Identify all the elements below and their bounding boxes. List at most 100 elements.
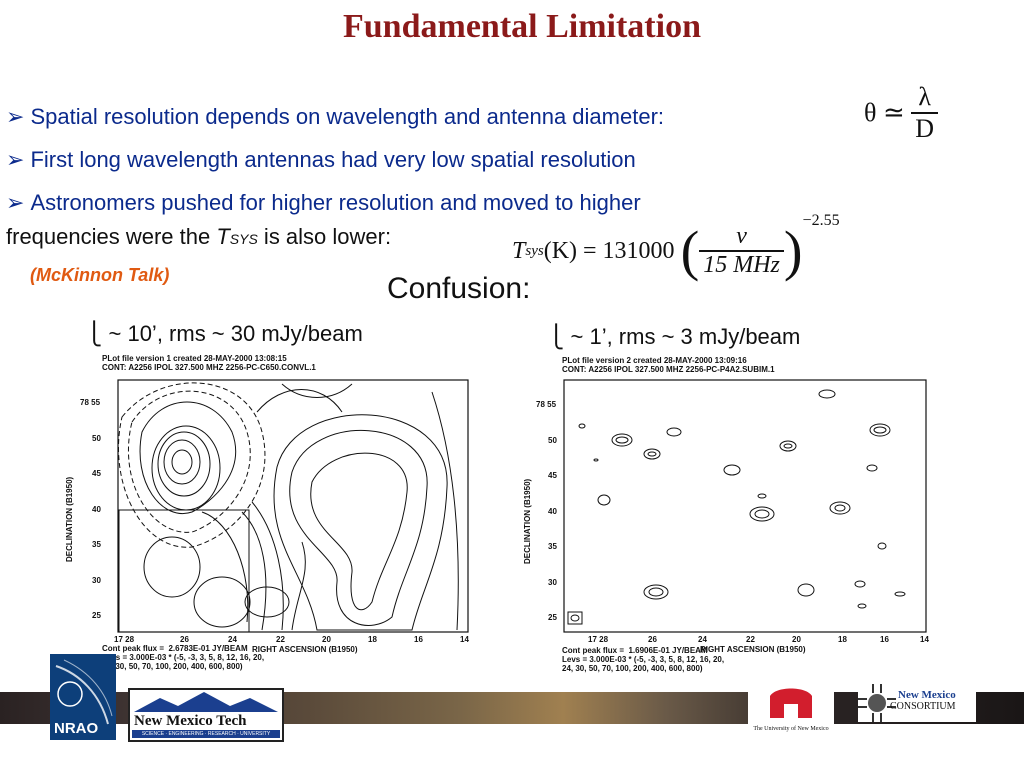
arrow-bullet-icon: ➢ <box>6 104 25 129</box>
resolution-formula: θ ≃ λ D <box>864 82 939 144</box>
x-tick: 14 <box>920 635 929 644</box>
y-tick: 25 <box>92 611 101 620</box>
y-axis-label: DECLINATION (B1950) <box>523 478 532 564</box>
x-ticks: 17 28 26 24 22 20 18 16 14 <box>114 635 469 644</box>
bracket-icon: ⎩ <box>548 325 565 350</box>
bracket-icon: ⎩ <box>86 322 103 347</box>
nmc-line1: New Mexico <box>898 689 956 701</box>
tsys-numerator: ν <box>699 223 784 253</box>
y-ticks: 78 55 50 45 40 35 30 25 <box>80 398 101 620</box>
radio-telescope-icon <box>55 659 113 725</box>
contour-plot-right: PLot file version 2 created 28-MAY-2000 … <box>522 354 942 684</box>
contour-lines <box>118 382 459 631</box>
slide-title: Fundamental Limitation <box>343 8 701 45</box>
arrow-bullet-icon: ➢ <box>6 147 25 172</box>
formula-fraction: λ D <box>911 82 939 144</box>
bullet-higher-resolution-line2: frequencies were the TSYS is also lower: <box>6 224 391 250</box>
bullet-spatial-resolution: ➢ Spatial resolution depends on wavelengt… <box>6 104 664 130</box>
formula-denominator: D <box>915 114 935 143</box>
tsys-subscript: SYS <box>229 231 258 247</box>
formula-lhs: θ ≃ <box>864 98 905 127</box>
y-tick: 40 <box>92 505 101 514</box>
x-tick: 22 <box>276 635 285 644</box>
tsys-lhs: T <box>512 237 526 264</box>
tsys-lhs-arg: (K) = 131000 <box>543 237 675 264</box>
x-tick: 18 <box>368 635 377 644</box>
nmc-line2: CONSORTIUM <box>890 701 956 712</box>
bullet-text: First long wavelength antennas had very … <box>30 147 636 172</box>
y-tick: 50 <box>548 436 557 445</box>
y-axis-label: DECLINATION (B1950) <box>65 476 74 562</box>
contour-map-right: DECLINATION (B1950) 78 55 50 45 40 35 30… <box>523 379 929 654</box>
tsys-symbol: T <box>216 224 230 249</box>
paren-close-icon: ) <box>783 220 803 283</box>
formula-numerator: λ <box>911 82 939 114</box>
x-tick: 16 <box>880 635 889 644</box>
caption-right: ⎩ ~ 1’, rms ~ 3 mJy/beam <box>548 324 800 350</box>
y-tick: 78 55 <box>536 400 557 409</box>
x-tick: 17 28 <box>114 635 135 644</box>
y-tick: 30 <box>92 576 101 585</box>
caption-right-text: ~ 1’, rms ~ 3 mJy/beam <box>570 324 801 349</box>
contour-plot-left: PLot file version 1 created 28-MAY-2000 … <box>62 354 482 684</box>
x-tick: 14 <box>460 635 469 644</box>
y-tick: 30 <box>548 578 557 587</box>
plot-header-2: CONT: A2256 IPOL 327.500 MHZ 2256-PC-C65… <box>102 363 316 372</box>
x-ticks: 17 28 26 24 22 20 18 16 14 <box>588 635 929 644</box>
x-tick: 22 <box>746 635 755 644</box>
plot-header-1: PLot file version 1 created 28-MAY-2000 … <box>102 354 287 363</box>
x-tick: 16 <box>414 635 423 644</box>
tsys-formula: Tsys(K) = 131000 (ν 15 MHz)−2.55 <box>512 212 840 283</box>
bullet-text: Spatial resolution depends on wavelength… <box>30 104 665 129</box>
plot-header-2: CONT: A2256 IPOL 327.500 MHZ 2256-PC-P4A… <box>562 365 775 374</box>
tsys-denominator: 15 MHz <box>703 252 780 279</box>
x-tick: 20 <box>792 635 801 644</box>
mckinnon-talk-ref: (McKinnon Talk) <box>30 265 170 285</box>
tsys-fraction: ν 15 MHz <box>699 223 784 279</box>
y-tick: 78 55 <box>80 398 101 407</box>
nmt-tagline: SCIENCE · ENGINEERING · RESEARCH · UNIVE… <box>132 730 280 738</box>
y-tick: 25 <box>548 613 557 622</box>
caption-left: ⎩ ~ 10’, rms ~ 30 mJy/beam <box>86 321 363 347</box>
x-axis-label: RIGHT ASCENSION (B1950) <box>252 645 358 654</box>
bullet-text-line1: Astronomers pushed for higher resolution… <box>30 190 641 215</box>
x-tick: 17 28 <box>588 635 609 644</box>
unm-text: The University of New Mexico <box>753 726 829 732</box>
nmt-name: New Mexico Tech <box>134 713 247 729</box>
x-axis-label: RIGHT ASCENSION (B1950) <box>700 645 806 654</box>
bullet-text-line2-post: is also lower: <box>257 224 392 249</box>
y-tick: 50 <box>92 434 101 443</box>
point-sources <box>578 389 906 609</box>
y-ticks: 78 55 50 45 40 35 30 25 <box>536 400 557 622</box>
contour-map-left: DECLINATION (B1950) 78 55 50 45 40 35 30… <box>65 379 469 654</box>
nmt-logo: New Mexico Tech SCIENCE · ENGINEERING · … <box>128 688 284 742</box>
paren-open-icon: ( <box>680 220 700 283</box>
plot-footer: Cont peak flux = 1.6906E-01 JY/BEAM Levs… <box>562 646 725 673</box>
zia-sun-icon <box>858 684 896 722</box>
y-tick: 35 <box>548 542 557 551</box>
x-tick: 24 <box>228 635 237 644</box>
x-tick: 26 <box>180 635 189 644</box>
x-tick: 18 <box>838 635 847 644</box>
nrao-text: NRAO <box>54 720 99 737</box>
x-tick: 24 <box>698 635 707 644</box>
bullet-text-line2-pre: frequencies were the <box>6 224 217 249</box>
confusion-heading: Confusion: <box>387 272 531 305</box>
plot-header-1: PLot file version 2 created 28-MAY-2000 … <box>562 356 747 365</box>
bullet-higher-resolution: ➢ Astronomers pushed for higher resolutio… <box>6 190 641 216</box>
nm-consortium-logo: New Mexico CONSORTIUM <box>858 684 976 722</box>
caption-left-text: ~ 10’, rms ~ 30 mJy/beam <box>108 321 363 346</box>
plot-footer: Cont peak flux = 2.6783E-01 JY/BEAM Levs… <box>102 644 265 671</box>
mountain-icon <box>134 692 278 712</box>
unm-logo: The University of New Mexico <box>748 682 834 740</box>
nrao-logo: NRAO <box>50 654 116 740</box>
y-tick: 45 <box>92 469 101 478</box>
unm-emblem-icon <box>770 688 812 718</box>
tsys-lhs-sub: sys <box>525 242 544 259</box>
tsys-exponent: −2.55 <box>802 212 840 229</box>
x-tick: 26 <box>648 635 657 644</box>
y-tick: 35 <box>92 540 101 549</box>
bullet-long-wavelength: ➢ First long wavelength antennas had very… <box>6 147 636 173</box>
y-tick: 40 <box>548 507 557 516</box>
y-tick: 45 <box>548 471 557 480</box>
